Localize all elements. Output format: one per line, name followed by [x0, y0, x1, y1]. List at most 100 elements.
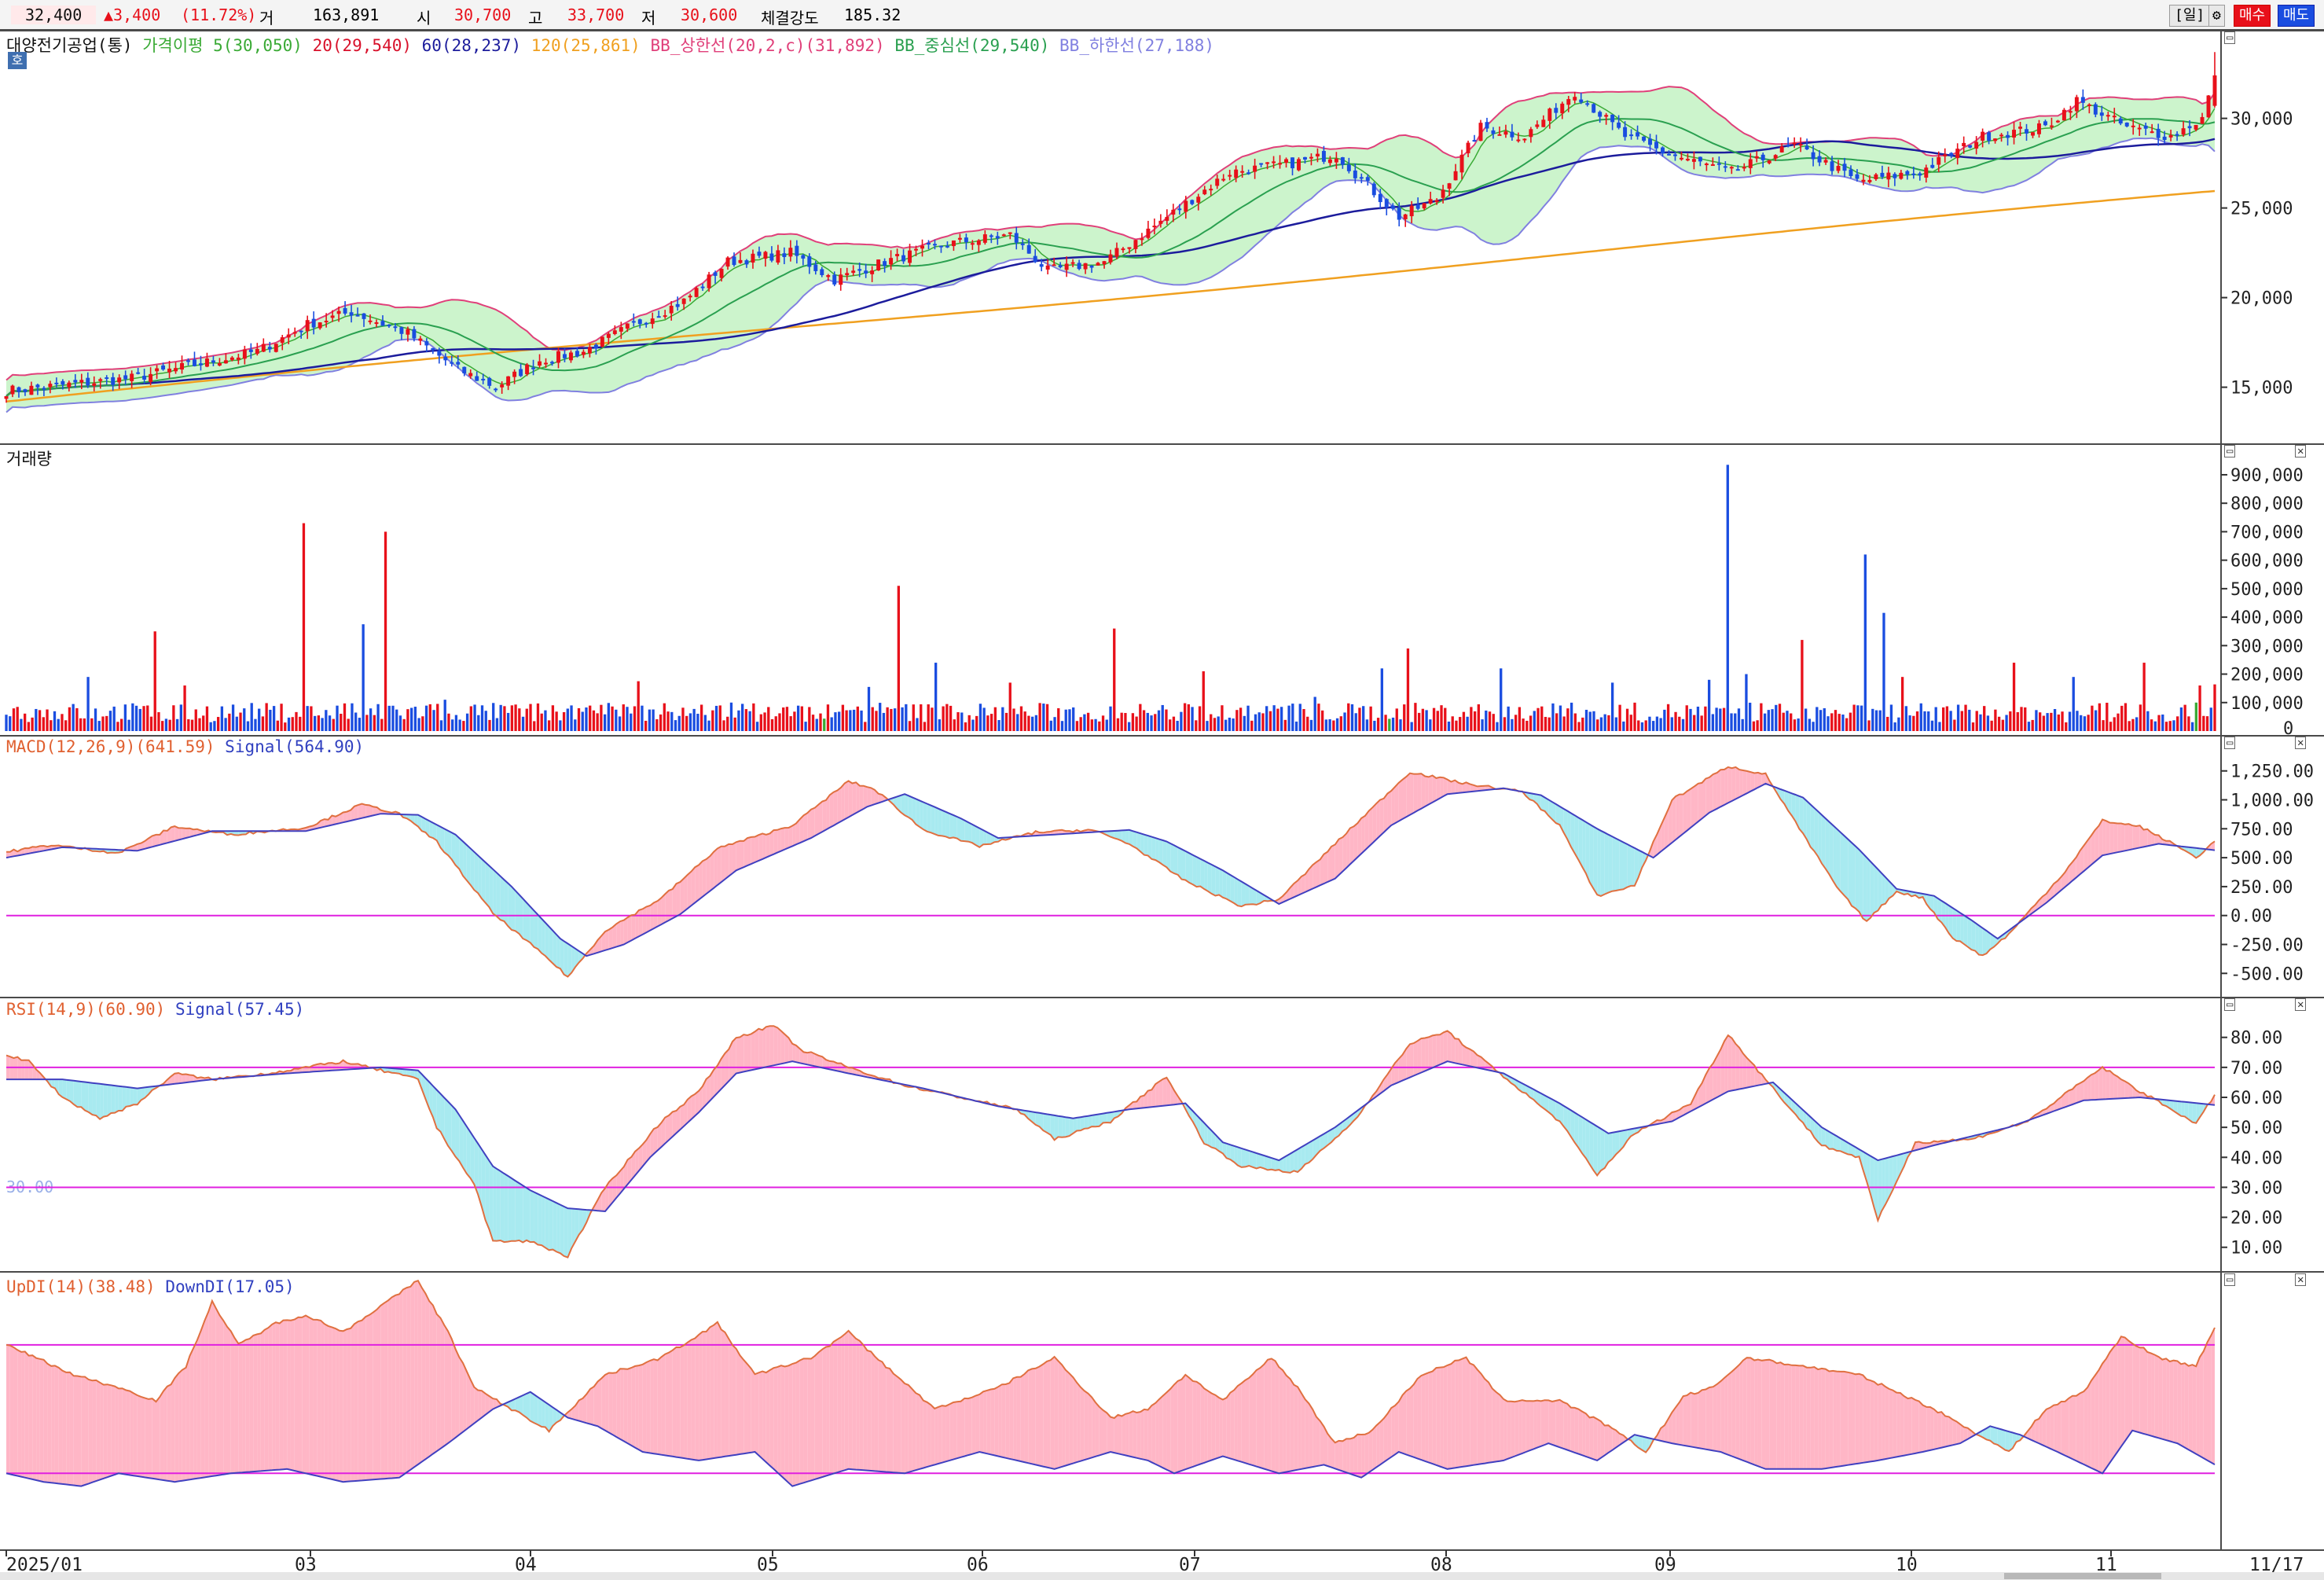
- rsi-tick-label: 60.00: [2230, 1089, 2282, 1108]
- buy-button[interactable]: 매수: [2234, 5, 2271, 27]
- dmi-fill-segment: [1290, 1379, 1294, 1472]
- dmi-fill-segment: [1720, 1377, 1725, 1453]
- dmi-fill-segment: [638, 1364, 643, 1453]
- dmi-fill-segment: [1349, 1438, 1354, 1475]
- volume-bar: [789, 716, 792, 731]
- panel-resize-icon[interactable]: ▭: [2224, 31, 2236, 44]
- bollinger-band-fill: [6, 86, 2215, 413]
- panel-close-icon[interactable]: ✕: [2295, 445, 2307, 457]
- candle: [355, 314, 360, 317]
- legend-ma5: 가격이평 5(30,050): [142, 36, 303, 55]
- rsi-fill-segment: [1054, 1115, 1059, 1141]
- dmi-fill-segment: [1661, 1425, 1665, 1442]
- panel-close-icon[interactable]: ✕: [2295, 1273, 2307, 1286]
- macd-fill-segment: [751, 836, 755, 865]
- dmi-fill-segment: [1410, 1384, 1414, 1457]
- panel-resize-icon[interactable]: ▭: [2224, 998, 2236, 1011]
- candle: [801, 255, 806, 259]
- panel-resize-icon[interactable]: ▭: [2224, 445, 2236, 457]
- volume-bar: [1343, 712, 1346, 731]
- dmi-fill-segment: [1111, 1416, 1114, 1453]
- dmi-fill-segment: [171, 1378, 175, 1483]
- candle: [105, 377, 109, 380]
- candle: [769, 253, 774, 261]
- volume-bar: [815, 718, 818, 731]
- volume-bar: [1618, 704, 1621, 731]
- legend-macd: MACD(12,26,9)(641.59): [6, 737, 215, 756]
- rsi-fill-segment: [1077, 1117, 1081, 1131]
- rsi-fill-segment: [1402, 1049, 1407, 1081]
- volume-bar: [2016, 712, 2019, 731]
- volume-bar: [615, 709, 618, 731]
- volume-bar: [1261, 713, 1265, 731]
- dmi-fill-segment: [1353, 1434, 1358, 1477]
- dmi-fill-segment: [1020, 1374, 1025, 1463]
- panel-close-icon[interactable]: ✕: [2295, 737, 2307, 749]
- rsi-fill-segment: [1039, 1112, 1044, 1131]
- dmi-fill-segment: [39, 1358, 44, 1483]
- dmi-fill-segment: [425, 1293, 430, 1460]
- macd-fill-segment: [362, 803, 366, 818]
- volume-bar: [1648, 716, 1651, 731]
- volume-bar: [1566, 708, 1570, 731]
- candle: [1359, 177, 1364, 179]
- candle: [556, 351, 560, 363]
- candle: [1604, 115, 1609, 117]
- volume-bar: [287, 717, 291, 731]
- volume-bar: [852, 709, 856, 731]
- volume-bar: [875, 711, 878, 731]
- rsi-fill-segment: [1593, 1124, 1598, 1176]
- volume-bar: [908, 721, 912, 731]
- macd-fill-segment: [729, 843, 732, 876]
- rsi-fill-segment: [1818, 1123, 1822, 1146]
- low-label: 저: [641, 9, 656, 28]
- volume-bar: [306, 706, 309, 731]
- panel-close-icon[interactable]: ✕: [2295, 998, 2307, 1011]
- macd-fill-segment: [601, 931, 606, 952]
- macd-fill-segment: [508, 883, 512, 931]
- macd-fill-segment: [1593, 826, 1598, 895]
- candle: [500, 384, 505, 388]
- volume-bar: [1678, 716, 1681, 731]
- panel-resize-icon[interactable]: ▭: [2224, 1273, 2236, 1286]
- dmi-fill-segment: [436, 1314, 441, 1452]
- volume-bar: [354, 712, 358, 731]
- volume-bar: [395, 709, 398, 731]
- volume-bar: [953, 719, 956, 731]
- volume-bar: [1983, 706, 1986, 731]
- macd-fill-segment: [912, 797, 916, 825]
- volume-bar: [2209, 707, 2212, 731]
- volume-bar: [748, 711, 751, 731]
- dmi-fill-segment: [354, 1321, 358, 1482]
- panel-resize-icon[interactable]: ▭: [2224, 737, 2236, 749]
- gear-icon[interactable]: ⚙: [2208, 5, 2225, 27]
- candle: [450, 362, 454, 364]
- candle: [970, 243, 975, 245]
- scrollbar-thumb[interactable]: [2004, 1573, 2161, 1579]
- macd-fill-segment: [1158, 839, 1163, 865]
- dmi-fill-segment: [1379, 1418, 1384, 1465]
- volume-bar: [1867, 720, 1871, 731]
- candle: [1760, 154, 1765, 160]
- macd-fill-segment: [1833, 825, 1837, 887]
- volume-bar: [1696, 706, 1700, 731]
- macd-fill-segment: [1956, 910, 1961, 942]
- volume-bar: [1971, 722, 1975, 731]
- candle: [519, 369, 523, 377]
- rsi-fill-segment: [1443, 1031, 1448, 1064]
- candle: [1121, 248, 1125, 251]
- macd-fill-segment: [1245, 884, 1250, 905]
- dmi-fill-segment: [313, 1319, 318, 1476]
- dmi-fill-segment: [1283, 1370, 1287, 1473]
- badge[interactable]: 호: [8, 52, 27, 69]
- sell-button[interactable]: 매도: [2278, 5, 2315, 27]
- dmi-fill-segment: [901, 1380, 905, 1474]
- candle: [1158, 220, 1163, 224]
- macd-fill-segment: [1882, 873, 1885, 906]
- volume-bar: [1863, 554, 1867, 731]
- period-button[interactable]: [일]: [2169, 5, 2211, 27]
- dmi-fill-segment: [215, 1308, 220, 1476]
- volume-bar: [841, 704, 845, 731]
- candle: [1140, 238, 1144, 241]
